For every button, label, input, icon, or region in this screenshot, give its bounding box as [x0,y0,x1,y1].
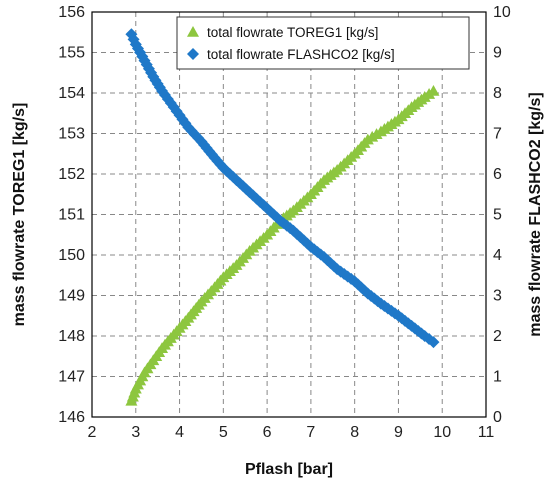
x-tick-label: 4 [175,424,184,441]
y-left-tick-label: 155 [58,45,85,62]
legend-label: total flowrate FLASHCO2 [kg/s] [207,47,395,62]
y-left-tick-label: 153 [58,126,85,143]
tick-labels: 2 3 4 5 6 7 8 9 10 111461471481491501511521531541… [58,4,511,441]
y-right-tick-label: 3 [493,288,502,305]
x-tick-label: 8 [350,424,359,441]
x-tick-label: 9 [394,424,403,441]
legend-marker-triangle-icon [187,26,199,37]
legend-items: total flowrate TOREG1 [kg/s] total flowra… [187,25,395,62]
y-left-tick-label: 154 [58,85,85,102]
data-point-diamond [247,189,260,202]
y-left-tick-label: 151 [58,207,85,224]
y-left-tick-label: 156 [58,4,85,21]
y-left-tick-label: 147 [58,369,85,386]
series-1 [125,84,440,406]
y-left-tick-label: 152 [58,166,85,183]
y-left-tick-label: 149 [58,288,85,305]
x-tick-label: 2 [88,424,97,441]
x-axis-title: Pflash [bar] [245,461,333,478]
y-right-tick-label: 5 [493,207,502,224]
y-left-tick-label: 148 [58,328,85,345]
x-tick-label: 10 [433,424,451,441]
x-tick-label: 7 [306,424,315,441]
y-axis-left-title: mass flowrate TOREG1 [kg/s] [11,103,28,327]
series-2 [125,28,440,349]
legend-marker-diamond-icon [187,48,199,60]
y-right-tick-label: 9 [493,45,502,62]
legend-label: total flowrate TOREG1 [kg/s] [207,25,378,40]
legend-box [176,16,470,70]
y-right-tick-label: 8 [493,85,502,102]
y-right-tick-label: 4 [493,247,502,264]
y-axis-right-title: mass flowrate FLASHCO2 [kg/s] [527,92,544,337]
data-point-diamond [427,336,440,349]
data-point-triangle [427,84,440,96]
data-marks [125,28,440,406]
y-right-tick-label: 10 [493,4,511,21]
x-tick-label: 5 [219,424,228,441]
plot-frame [91,11,487,418]
x-tick-label: 11 [478,424,495,441]
y-left-tick-label: 146 [58,409,85,426]
y-right-tick-label: 6 [493,166,502,183]
x-tick-label: 6 [263,424,272,441]
y-right-tick-label: 2 [493,328,502,345]
y-right-tick-label: 0 [493,409,502,426]
x-tick-label: 3 [131,424,140,441]
y-right-tick-label: 7 [493,126,502,143]
y-left-tick-label: 150 [58,247,85,264]
y-right-tick-label: 1 [493,369,502,386]
legend: total flowrate TOREG1 [kg/s] total flowra… [176,16,470,70]
